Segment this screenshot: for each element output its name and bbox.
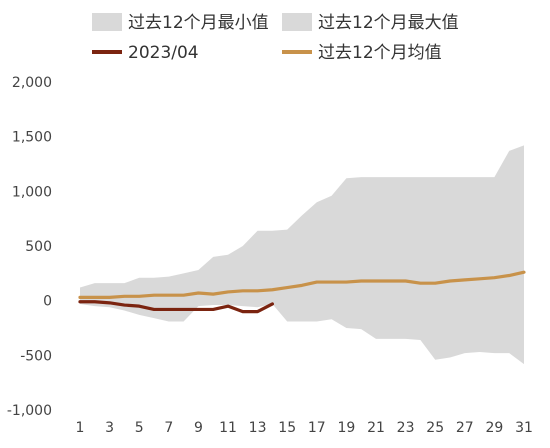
legend-label: 过去12个月最小值	[128, 13, 269, 33]
x-tick-label: 9	[194, 420, 203, 436]
x-tick-label: 29	[485, 420, 503, 436]
x-tick-label: 25	[426, 420, 444, 436]
y-tick-label: 2,000	[12, 75, 52, 91]
y-tick-label: 1,500	[12, 130, 52, 146]
x-tick-label: 17	[308, 420, 326, 436]
legend-label: 过去12个月均值	[318, 43, 442, 63]
legend: 过去12个月最小值 过去12个月最大值 2023/04 过去12个月均值	[92, 13, 459, 63]
y-tick-label: -1,000	[7, 403, 52, 419]
x-tick-label: 13	[249, 420, 267, 436]
x-tick-label: 11	[219, 420, 237, 436]
x-tick-label: 19	[337, 420, 355, 436]
y-tick-label: 1,000	[12, 184, 52, 200]
series-line	[78, 300, 274, 314]
x-tick-label: 1	[76, 420, 85, 436]
x-tick-label: 7	[164, 420, 173, 436]
x-tick-label: 5	[135, 420, 144, 436]
x-tick-label: 27	[456, 420, 474, 436]
y-tick-label: 500	[25, 239, 52, 255]
x-tick-label: 21	[367, 420, 385, 436]
min-max-band-area	[80, 145, 524, 365]
legend-label: 2023/04	[128, 43, 199, 63]
series-line	[78, 270, 526, 299]
x-tick-label: 23	[397, 420, 415, 436]
legend-label: 过去12个月最大值	[318, 13, 459, 33]
legend-swatch	[92, 13, 122, 31]
band-area	[80, 145, 524, 365]
y-tick-label: -500	[20, 348, 52, 364]
y-tick-label: 0	[43, 294, 52, 310]
legend-swatch	[282, 13, 312, 31]
x-tick-label: 31	[515, 420, 533, 436]
x-tick-label: 3	[105, 420, 114, 436]
series-lines	[78, 270, 526, 314]
x-tick-label: 15	[278, 420, 296, 436]
